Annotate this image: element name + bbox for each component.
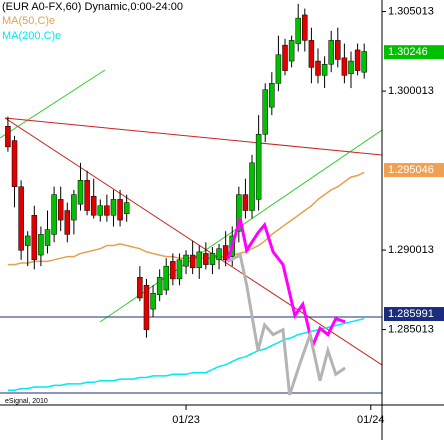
projection-line: [226, 252, 346, 396]
candle-body: [269, 83, 275, 108]
price-marker: [384, 163, 444, 178]
y-tick-label: 1.305013: [388, 5, 434, 17]
candle-body: [156, 277, 163, 296]
candle-body: [57, 199, 64, 221]
chart-title: (EUR A0-FX,60) Dynamic,0:00-24:00: [2, 1, 183, 13]
candle-body: [84, 180, 90, 211]
legend-entry: MA(50,C)e: [2, 15, 55, 27]
source: eSignal, 2010: [5, 398, 48, 405]
candle-body: [282, 44, 288, 71]
candle-body: [196, 251, 202, 269]
candle-body: [315, 60, 321, 76]
y-tick-label: 1.285013: [388, 323, 434, 335]
candle-body: [44, 229, 51, 246]
candle-body: [104, 205, 110, 216]
candle-body: [90, 195, 97, 216]
candle-body: [24, 235, 31, 246]
candle-body: [302, 14, 308, 41]
candle-body: [341, 57, 348, 76]
candle-body: [38, 234, 44, 256]
candle-body: [348, 60, 354, 75]
candle-body: [242, 194, 249, 211]
candle-body: [64, 210, 71, 235]
candle-body: [236, 194, 242, 232]
trend-line: [4, 117, 383, 366]
candle-body: [275, 54, 282, 84]
projection-line: [226, 218, 346, 351]
candle-body: [222, 245, 229, 261]
candle-body: [97, 205, 104, 216]
candle-body: [110, 199, 117, 216]
x-tick-label: 01/24: [357, 414, 385, 426]
plot: [5, 3, 367, 396]
candle-body: [335, 40, 341, 60]
candle-body: [31, 215, 38, 261]
legend-entry: MA(200,C)e: [2, 30, 61, 42]
x-tick-label: 01/23: [172, 414, 200, 426]
candle-body: [77, 180, 84, 205]
candle-body: [5, 126, 11, 148]
y-tick-label: 1.290013: [388, 244, 434, 256]
candle-body: [203, 253, 209, 265]
candle-body: [288, 40, 295, 62]
candle-body: [189, 254, 196, 269]
candle-body: [354, 49, 361, 71]
candle-body: [216, 248, 222, 261]
candle-body: [150, 292, 156, 310]
trend-line: [4, 117, 383, 156]
ma-line: [7, 317, 365, 391]
candle-body: [262, 89, 268, 135]
candle-body: [249, 162, 255, 211]
price-marker-label: 1.295046: [388, 164, 434, 176]
candle-body: [11, 140, 18, 187]
y-tick-label: 1.300013: [388, 85, 434, 97]
candle-body: [137, 277, 143, 299]
candle-body: [163, 265, 170, 291]
candle-body: [18, 186, 24, 251]
candle-body: [361, 51, 367, 73]
candle-body: [71, 194, 77, 221]
candle-body: [123, 202, 130, 214]
candle-body: [170, 261, 176, 280]
candle-body: [328, 40, 334, 65]
candle-body: [117, 199, 123, 221]
candle-body: [183, 254, 189, 267]
candle-body: [176, 259, 183, 280]
candle-body: [321, 63, 328, 76]
candle-body: [209, 253, 216, 265]
price-marker: [384, 307, 444, 322]
price-marker-label: 1.285991: [388, 308, 434, 320]
candle-body: [308, 40, 315, 68]
candle-body: [255, 133, 262, 200]
candle-body: [51, 194, 57, 235]
price-marker: [384, 45, 444, 60]
candle-body: [295, 17, 301, 44]
candle-body: [143, 285, 150, 331]
price-marker-label: 1.30246: [388, 46, 428, 58]
